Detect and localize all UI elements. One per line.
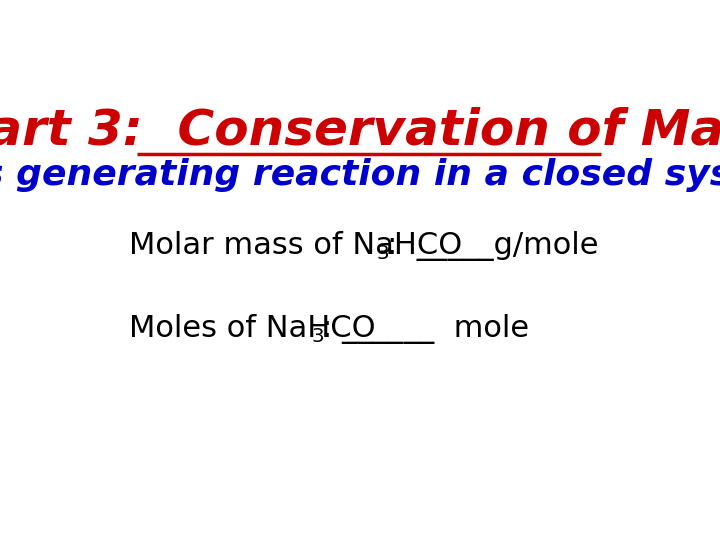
Text: :  _____g/mole: : _____g/mole [387,231,598,261]
Text: 3: 3 [312,327,324,346]
Text: Moles of NaHCO: Moles of NaHCO [129,314,376,343]
Text: Part 3:  Conservation of Mass: Part 3: Conservation of Mass [0,106,720,154]
Text: : ______  mole: : ______ mole [322,314,528,345]
Text: Gas generating reaction in a closed system: Gas generating reaction in a closed syst… [0,158,720,192]
Text: Molar mass of NaHCO: Molar mass of NaHCO [129,231,462,260]
Text: 3: 3 [377,244,389,262]
